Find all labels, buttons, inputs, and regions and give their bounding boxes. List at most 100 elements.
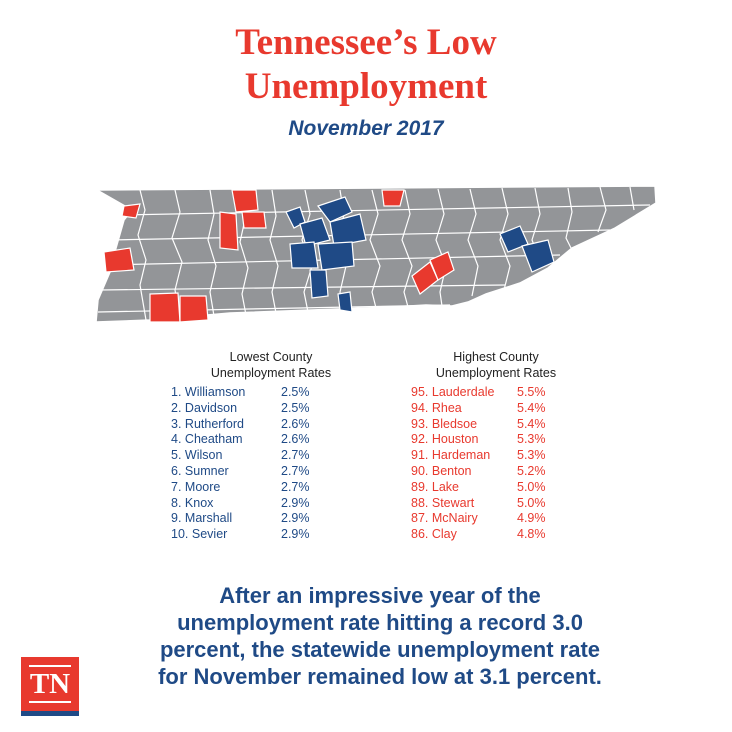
- county-clay: [381, 189, 405, 207]
- county-moore: [337, 291, 353, 313]
- lowest-rates-header-line-1: Lowest County: [229, 350, 313, 364]
- rank-county: 95. Lauderdale: [411, 385, 517, 401]
- summary-line-4: for November remained low at 3.1 percent…: [100, 663, 660, 690]
- rank-county: 6. Sumner: [171, 464, 281, 480]
- rate: 2.7%: [281, 448, 310, 463]
- county-davidson: [299, 217, 331, 247]
- county-name: Houston: [431, 432, 479, 447]
- rank-county: 8. Knox: [171, 496, 281, 512]
- county-name: Williamson: [184, 385, 246, 399]
- rank-county: 9. Marshall: [171, 511, 281, 527]
- table-row: 88. Stewart 5.0%: [411, 496, 581, 512]
- county-name: Rhea: [431, 400, 462, 415]
- county-name: Benton: [431, 463, 472, 478]
- table-row: 90. Benton 5.2%: [411, 464, 581, 480]
- statewide-rate: 3.1 percent: [479, 664, 596, 689]
- county-stewart: [231, 189, 259, 213]
- rank-county: 10. Sevier: [171, 527, 281, 543]
- table-row: 4. Cheatham 2.6%: [171, 432, 371, 448]
- rate: 5.3%: [517, 448, 546, 463]
- rate: 2.6%: [281, 432, 310, 447]
- county-lake: [121, 203, 141, 219]
- rate: 2.9%: [281, 495, 310, 510]
- rank-county: 93. Bledsoe: [411, 417, 517, 433]
- rate: 2.7%: [281, 463, 310, 478]
- rate: 5.0%: [517, 495, 546, 510]
- table-row: 5. Wilson 2.7%: [171, 448, 371, 464]
- county-name: Sumner: [184, 463, 229, 478]
- highest-rate-counties: [103, 189, 455, 323]
- rank-county: 4. Cheatham: [171, 432, 281, 448]
- county-name: Cheatham: [184, 432, 243, 447]
- county-wilson: [329, 213, 367, 247]
- county-name: Wilson: [184, 448, 223, 463]
- county-name: Clay: [431, 527, 457, 542]
- rank: 4.: [171, 432, 182, 447]
- rank: 5.: [171, 448, 182, 463]
- highest-rates-header-line-2: Unemployment Rates: [435, 366, 557, 380]
- summary-line-1: After an impressive year of the: [219, 583, 541, 608]
- county-sumner: [317, 196, 353, 223]
- highest-rates-rows: 95. Lauderdale 5.5% 94. Rhea 5.4% 93. Bledso…: [411, 385, 581, 543]
- table-row: 92. Houston 5.3%: [411, 432, 581, 448]
- table-row: 3. Rutherford 2.6%: [171, 417, 371, 433]
- rank: 1.: [171, 385, 182, 399]
- rank-county: 92. Houston: [411, 432, 517, 448]
- rate: 2.9%: [281, 527, 310, 542]
- rank-county: 86. Clay: [411, 527, 517, 543]
- rank: 92.: [411, 432, 429, 447]
- table-row: 94. Rhea 5.4%: [411, 401, 581, 417]
- table-row: 93. Bledsoe 5.4%: [411, 417, 581, 433]
- rank-county: 3. Rutherford: [171, 417, 281, 433]
- rank: 91.: [411, 448, 429, 463]
- table-row: 95. Lauderdale 5.5%: [411, 385, 581, 401]
- county-name: Stewart: [431, 495, 475, 510]
- county-name: McNairy: [431, 511, 478, 526]
- rank-county: 88. Stewart: [411, 496, 517, 512]
- county-name: Moore: [184, 479, 221, 494]
- rate: 4.8%: [517, 527, 546, 542]
- county-cheatham: [285, 206, 306, 229]
- rank: 9.: [171, 511, 182, 526]
- county-williamson: [289, 241, 319, 269]
- table-row: 1. Williamson 2.5%: [171, 385, 371, 401]
- title-line-2: Unemployment: [244, 66, 488, 107]
- table-row: 8. Knox 2.9%: [171, 496, 371, 512]
- county-rutherford: [317, 241, 355, 271]
- rate: 5.5%: [517, 385, 546, 399]
- rank: 93.: [411, 416, 429, 431]
- county-sevier: [521, 239, 555, 273]
- county-name: Bledsoe: [431, 416, 478, 431]
- rank-county: 94. Rhea: [411, 401, 517, 417]
- rank: 88.: [411, 495, 429, 510]
- rate: 2.7%: [281, 479, 310, 494]
- county-hardeman: [149, 292, 181, 323]
- rank: 86.: [411, 527, 429, 542]
- rank-county: 90. Benton: [411, 464, 517, 480]
- table-row: 6. Sumner 2.7%: [171, 464, 371, 480]
- county-name: Davidson: [184, 400, 238, 415]
- rank-county: 91. Hardeman: [411, 448, 517, 464]
- rank: 95.: [411, 385, 429, 399]
- county-mcnairy: [179, 295, 209, 323]
- table-row: 91. Hardeman 5.3%: [411, 448, 581, 464]
- county-name: Hardeman: [431, 448, 491, 463]
- rate: 5.4%: [517, 400, 546, 415]
- summary-text: After an impressive year of the unemploy…: [100, 582, 660, 690]
- table-row: 2. Davidson 2.5%: [171, 401, 371, 417]
- county-name: Knox: [184, 495, 214, 510]
- county-rhea: [429, 251, 455, 281]
- rank: 94.: [411, 400, 429, 415]
- title-line-1: Tennessee’s Low: [235, 22, 497, 63]
- lowest-rate-counties: [285, 196, 555, 313]
- rank-county: 1. Williamson: [171, 385, 281, 401]
- table-row: 87. McNairy 4.9%: [411, 511, 581, 527]
- highest-rates-header-line-1: Highest County: [453, 350, 539, 364]
- rate: 2.6%: [281, 416, 310, 431]
- rank-county: 89. Lake: [411, 480, 517, 496]
- highest-rates-table: Highest County Unemployment Rates 95. La…: [411, 349, 581, 543]
- table-row: 89. Lake 5.0%: [411, 480, 581, 496]
- logo-bottom-rule: [29, 701, 71, 703]
- county-marshall: [309, 269, 329, 299]
